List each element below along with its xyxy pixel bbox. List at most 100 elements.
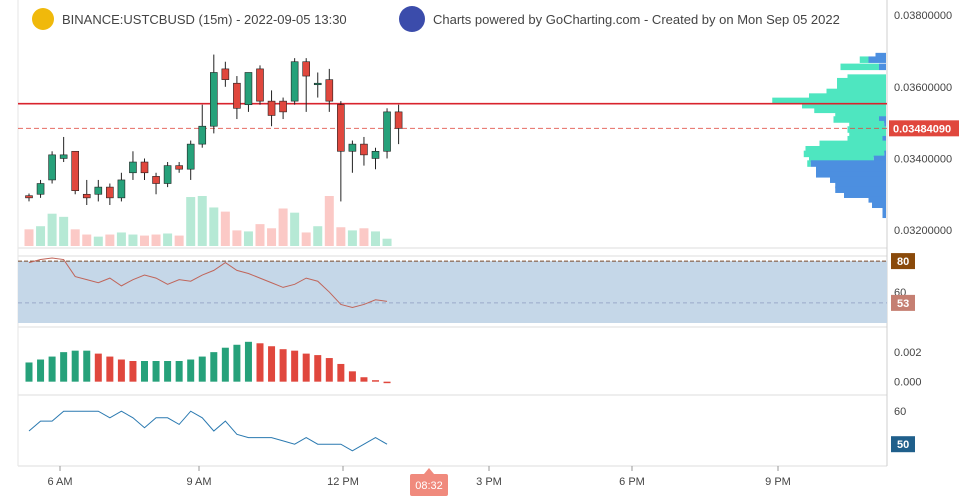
volume-profile-down-bar bbox=[879, 116, 886, 123]
volume-bar bbox=[209, 207, 219, 246]
histogram-bar bbox=[337, 363, 345, 382]
rsi-upper-tag bbox=[891, 253, 915, 270]
volume-profile-up-bar bbox=[847, 135, 883, 143]
candle-body bbox=[175, 165, 183, 170]
oscillator-axis-label: 60 bbox=[894, 406, 906, 418]
volume-profile-up-bar bbox=[847, 126, 886, 133]
volume-profile-down-bar bbox=[830, 176, 886, 183]
histogram-bar bbox=[25, 362, 33, 382]
histogram-bar bbox=[60, 352, 68, 382]
volume-profile-down-bar bbox=[879, 63, 886, 71]
price-axis-label: 0.03800000 bbox=[894, 10, 952, 22]
volume-bar bbox=[347, 230, 357, 246]
volume-profile-up-bar bbox=[847, 74, 886, 81]
histogram-bar bbox=[348, 371, 356, 382]
volume-bar bbox=[128, 234, 138, 246]
volume-bar bbox=[243, 231, 253, 246]
volume-profile-down-bar bbox=[884, 120, 886, 128]
candle-body bbox=[152, 176, 160, 184]
volume-profile-up-bar bbox=[849, 120, 885, 128]
candle-body bbox=[290, 61, 299, 102]
volume-profile-up-bar bbox=[849, 130, 886, 138]
candle-body bbox=[267, 100, 276, 116]
last-price-tag bbox=[889, 120, 959, 137]
candle-body bbox=[186, 143, 195, 170]
volume-profile-up-bar bbox=[837, 77, 886, 85]
candle-body bbox=[383, 111, 391, 152]
volume-bar bbox=[24, 229, 34, 246]
time-axis-label: 12 PM bbox=[327, 476, 359, 488]
candle-body bbox=[71, 150, 79, 191]
candle-body bbox=[210, 72, 218, 127]
volume-bar bbox=[324, 196, 334, 246]
rsi-line bbox=[28, 257, 388, 309]
volume-bar bbox=[82, 234, 92, 246]
oscillator-line bbox=[28, 410, 388, 452]
volume-profile-down-bar bbox=[835, 186, 886, 193]
volume-bar bbox=[278, 208, 288, 246]
volume-profile-up-bar bbox=[840, 63, 879, 71]
volume-profile-down-bar bbox=[882, 135, 886, 143]
histogram-bar bbox=[302, 353, 310, 382]
volume-bar bbox=[116, 232, 126, 246]
histogram-bar bbox=[164, 361, 172, 382]
candle-body bbox=[25, 195, 33, 199]
time-axis-label: 9 PM bbox=[765, 476, 791, 488]
volume-profile-down-bar bbox=[868, 56, 886, 63]
candle-body bbox=[360, 143, 368, 156]
volume-bar bbox=[186, 197, 196, 246]
volume-profile-down-bar bbox=[835, 181, 886, 189]
rsi-band bbox=[18, 261, 887, 323]
histogram-bar bbox=[83, 350, 91, 382]
candle-body bbox=[313, 82, 322, 86]
candle-body bbox=[48, 154, 56, 181]
histogram-axis-label: 0.002 bbox=[894, 347, 922, 359]
volume-bar bbox=[382, 238, 392, 246]
volume-profile-up-bar bbox=[809, 93, 886, 100]
histogram-bar bbox=[233, 344, 241, 382]
histogram-bar bbox=[37, 359, 45, 382]
candle-body bbox=[348, 143, 357, 152]
histogram-bar bbox=[291, 350, 299, 382]
volume-profile-down-bar bbox=[810, 160, 886, 167]
volume-bar bbox=[59, 216, 69, 246]
volume-profile-up-bar bbox=[859, 56, 869, 63]
histogram-bar bbox=[141, 361, 148, 382]
candle-body bbox=[244, 72, 253, 106]
histogram-bar bbox=[198, 356, 206, 382]
histogram-bar bbox=[372, 380, 379, 382]
volume-profile-up-bar bbox=[805, 145, 886, 153]
volume-profile-up-bar bbox=[835, 111, 886, 118]
oscillator-value-tag bbox=[891, 436, 915, 453]
last-price-label: 0.03484090 bbox=[893, 123, 951, 135]
volume-profile-down-bar bbox=[844, 191, 886, 198]
volume-profile-down-bar bbox=[884, 150, 886, 158]
histogram-bar bbox=[187, 359, 195, 382]
price-axis-label: 0.03400000 bbox=[894, 153, 952, 165]
volume-bar bbox=[151, 234, 161, 246]
time-cursor-pointer bbox=[424, 468, 434, 474]
volume-bar bbox=[255, 224, 265, 246]
volume-bar bbox=[313, 226, 323, 246]
candle-body bbox=[198, 125, 207, 145]
candle-body bbox=[256, 68, 264, 102]
volume-bar bbox=[174, 235, 184, 246]
volume-bar bbox=[359, 228, 369, 246]
volume-bar bbox=[93, 236, 103, 246]
candle-body bbox=[106, 186, 114, 199]
credit-text: Charts powered by GoCharting.com - Creat… bbox=[433, 11, 840, 27]
time-axis-label: 3 PM bbox=[476, 476, 502, 488]
volume-bar bbox=[197, 196, 207, 246]
candle-body bbox=[140, 161, 149, 174]
histogram-bar bbox=[256, 343, 264, 382]
candle-body bbox=[82, 193, 91, 199]
candle-body bbox=[117, 179, 126, 199]
volume-bar bbox=[140, 235, 149, 246]
price-axis-label: 0.03600000 bbox=[894, 82, 952, 94]
volume-profile-up-bar bbox=[833, 116, 879, 123]
candle-body bbox=[394, 111, 403, 129]
volume-profile-up-bar bbox=[819, 140, 886, 148]
candle-body bbox=[59, 154, 68, 159]
rsi-value-label: 53 bbox=[897, 298, 909, 310]
